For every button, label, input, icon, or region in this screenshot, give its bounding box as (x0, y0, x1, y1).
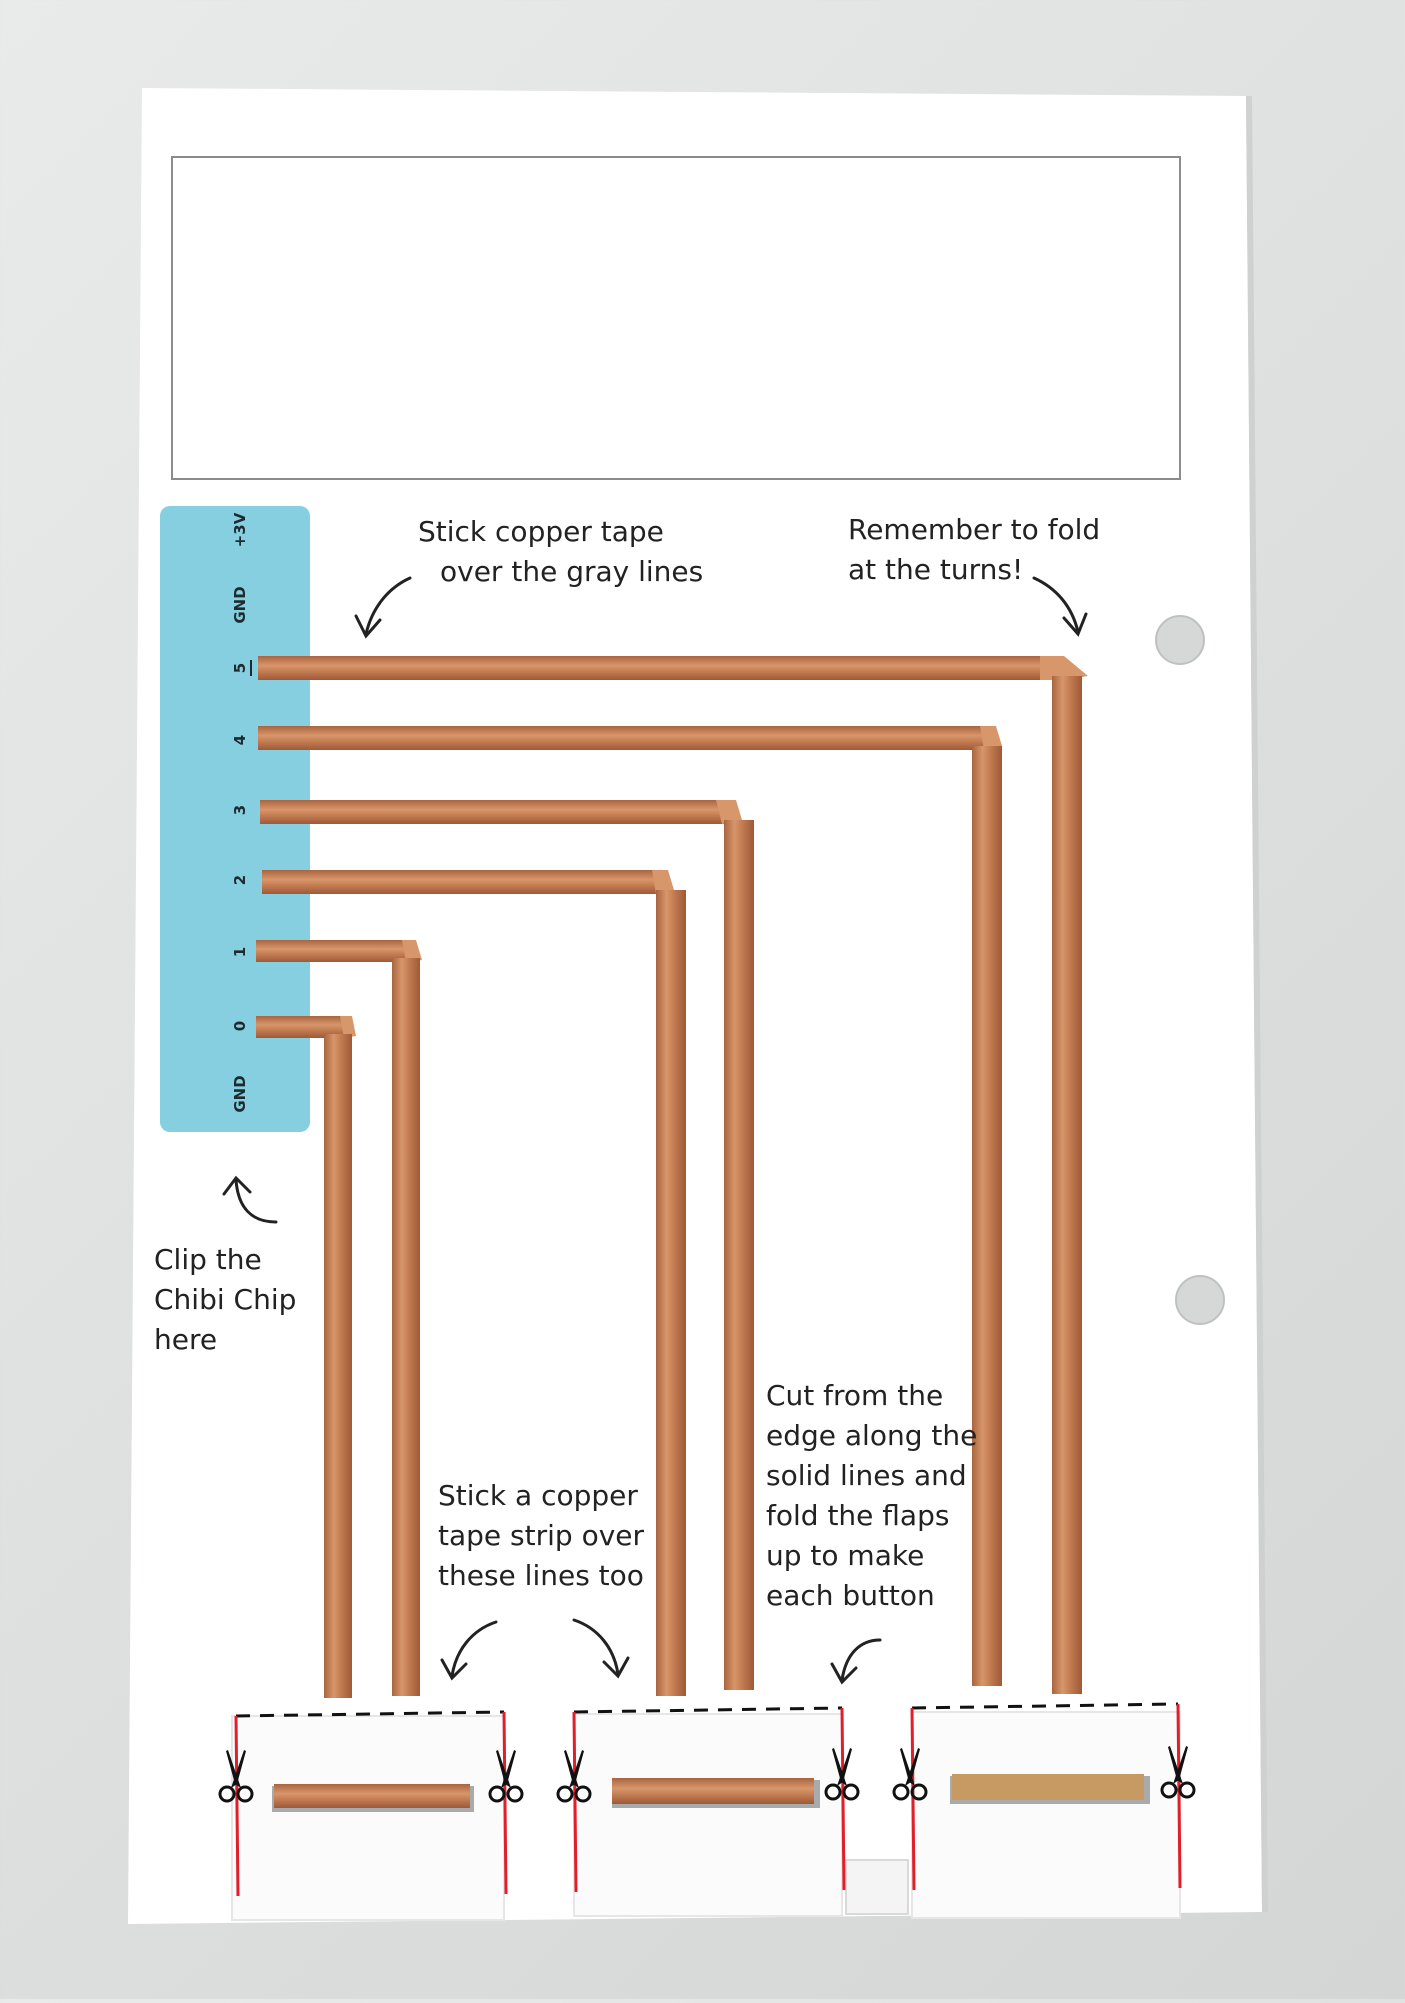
punch-hole-icon (1155, 615, 1205, 665)
arrow-icon (830, 1638, 882, 1685)
chip-pin-label: 4 (231, 735, 249, 745)
chip-pin-label: 1 (231, 947, 249, 957)
button-flaps (231, 1702, 1182, 1921)
arrow-icon (222, 1175, 278, 1224)
chip-pin-label: 5 (231, 663, 249, 673)
chip-pin-label: GND (231, 586, 249, 623)
chip-pin-label: +3V (231, 512, 249, 547)
punch-hole-icon (1175, 1275, 1225, 1325)
arrow-icon (354, 576, 412, 639)
note-stick-copper-tape: Stick copper tape over the gray lines (418, 515, 704, 588)
copper-traces (256, 656, 1088, 1698)
chip-pin-labels: +3V GND 5 4 3 2 1 0 GND (231, 512, 252, 1113)
chip-pin-label: 3 (231, 805, 249, 815)
arrow-icon (440, 1620, 498, 1681)
note-cut-from-edge: Cut from the edge along the solid lines … (766, 1379, 978, 1612)
chip-pin-label: GND (231, 1075, 249, 1112)
chip-pin-label: 2 (231, 875, 249, 885)
note-stick-copper-strip: Stick a copper tape strip over these lin… (438, 1479, 645, 1592)
empty-frame-box (171, 156, 1181, 480)
note-remember-to-fold: Remember to fold at the turns! (848, 513, 1101, 586)
arrow-icon (572, 1618, 630, 1679)
arrow-icon (1032, 576, 1088, 637)
chip-pin-label: 0 (231, 1021, 249, 1031)
note-clip-chibi-chip: Clip the Chibi Chip here (154, 1243, 297, 1356)
annotation-arrows (222, 576, 1088, 1685)
